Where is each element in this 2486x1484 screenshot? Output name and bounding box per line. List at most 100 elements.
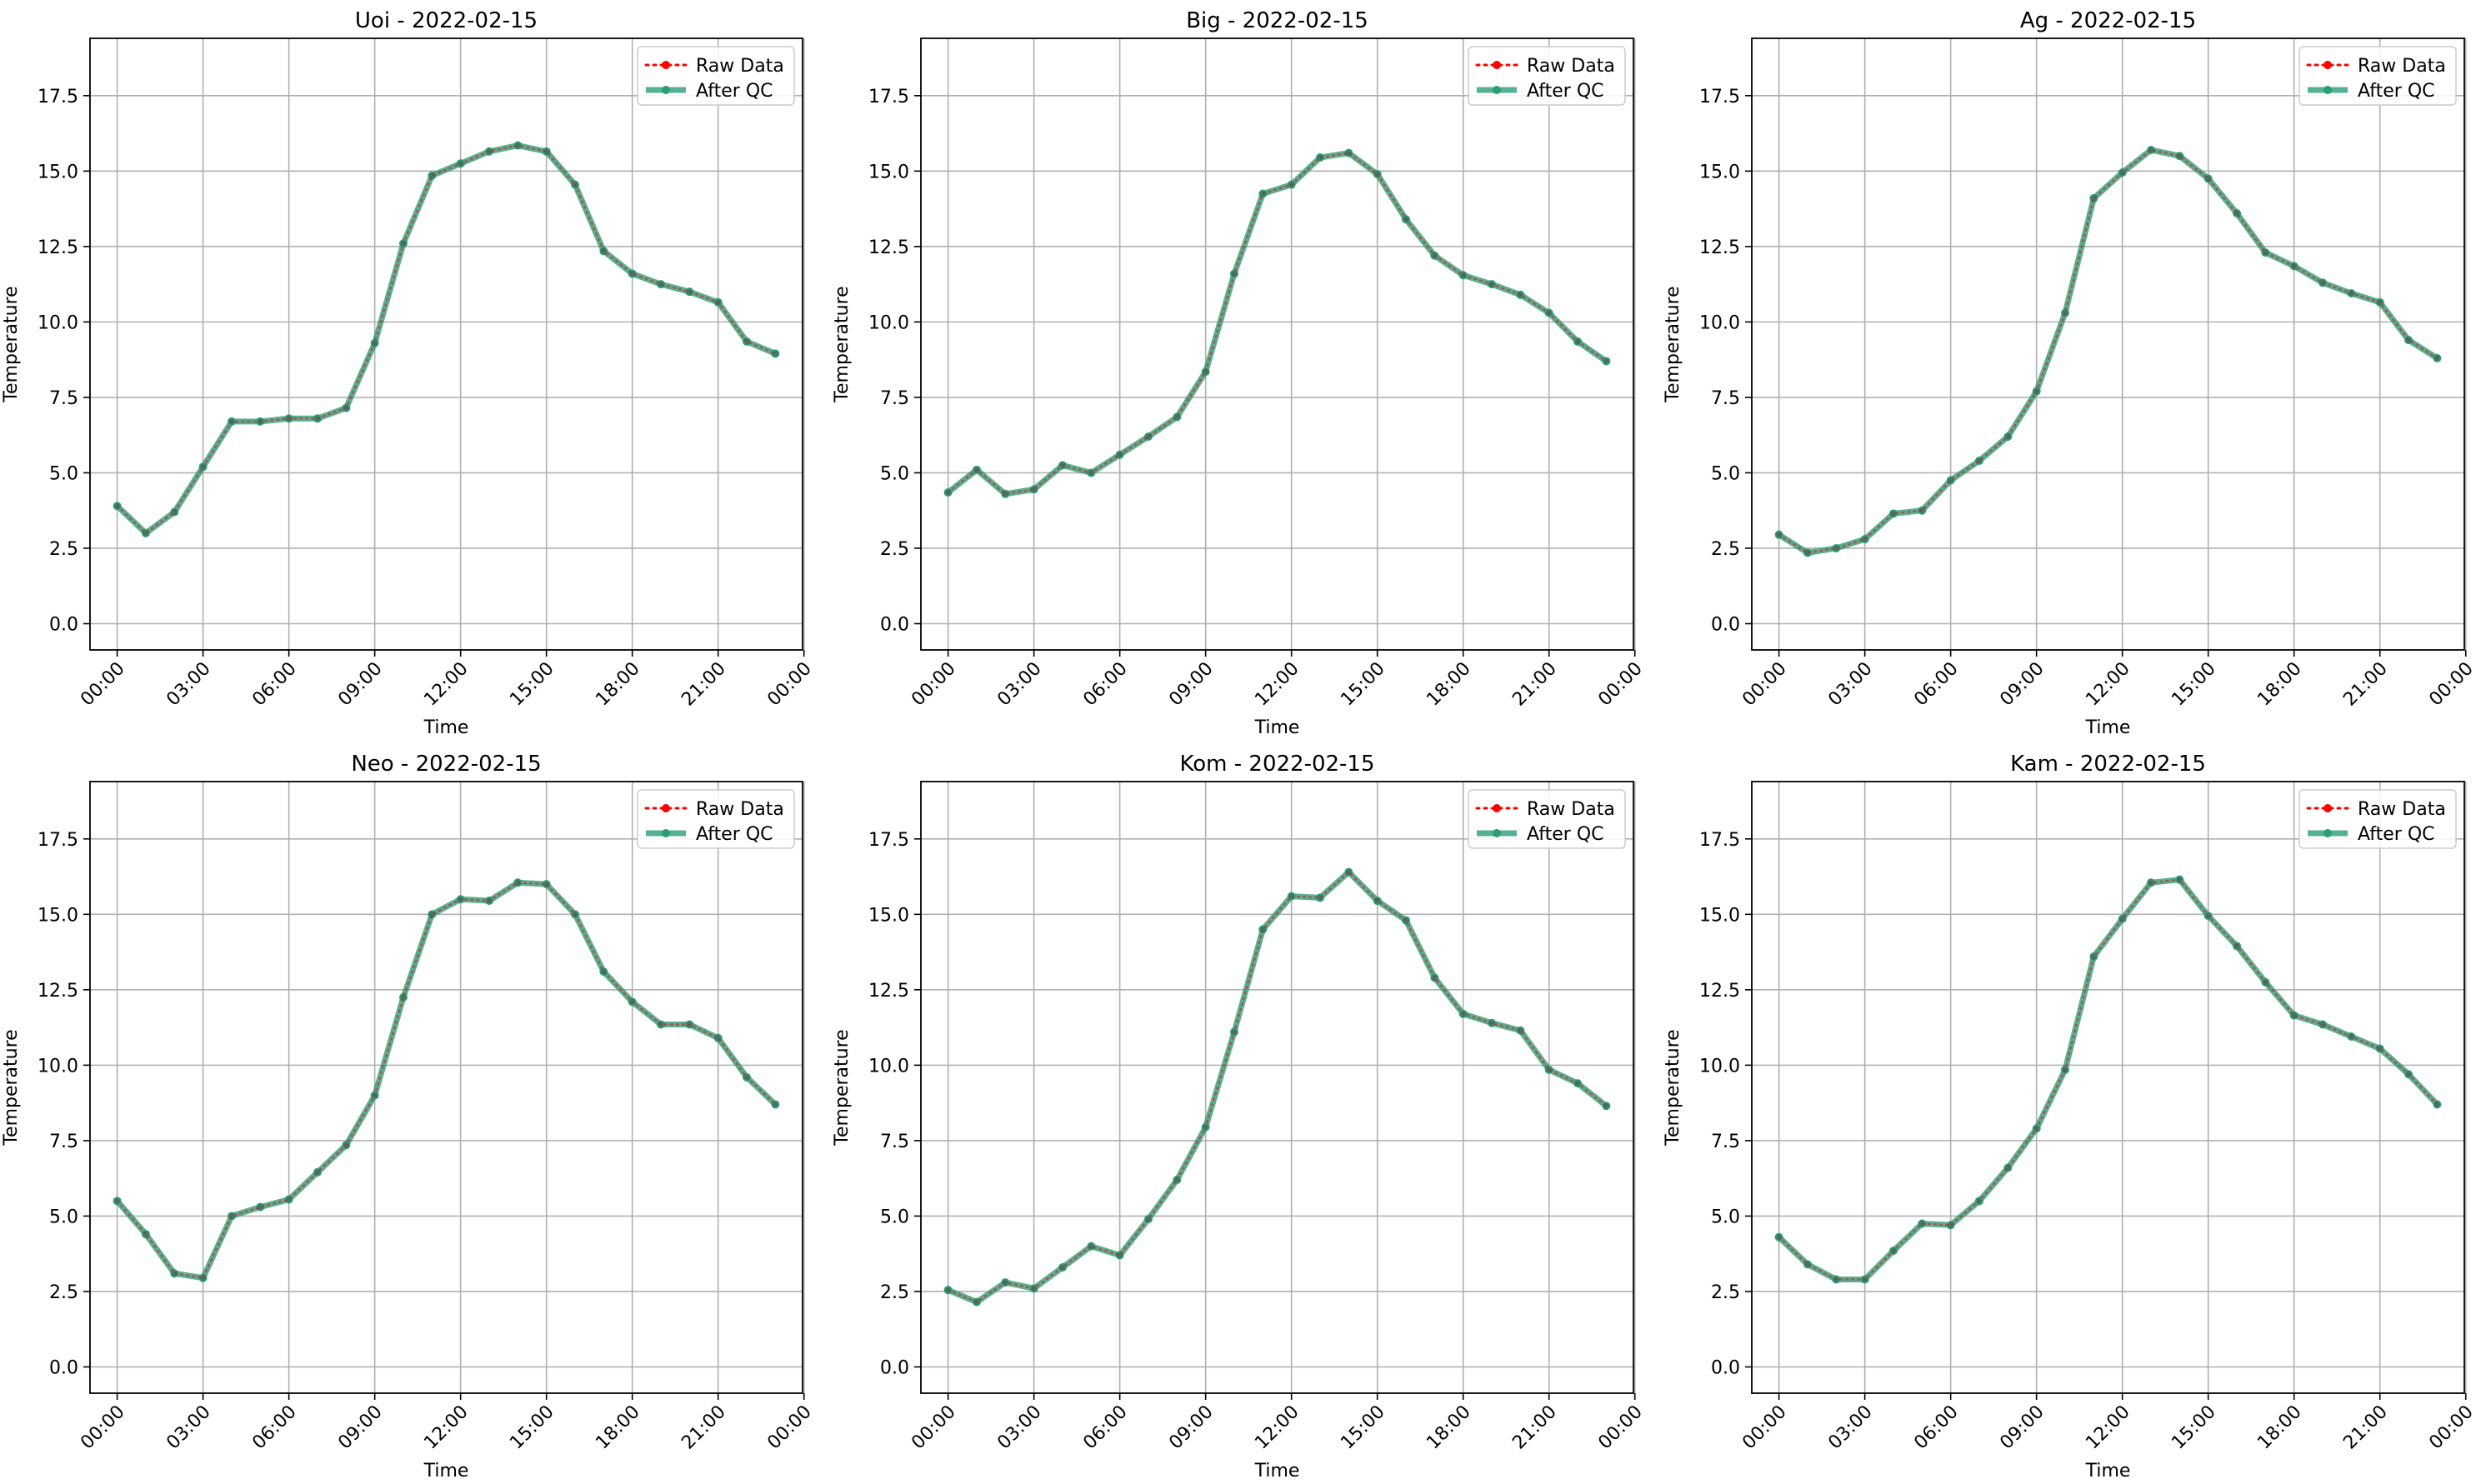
legend-raw-label: Raw Data bbox=[2358, 56, 2446, 77]
y-tick-label: 10.0 bbox=[868, 312, 909, 333]
raw-data-point bbox=[2005, 1165, 2011, 1171]
y-tick-label: 7.5 bbox=[880, 388, 909, 409]
x-tick-label: 00:00 bbox=[908, 1402, 960, 1454]
y-tick-label: 5.0 bbox=[880, 463, 909, 484]
y-axis-label: Temperature bbox=[1, 1029, 22, 1146]
raw-data-point bbox=[1488, 281, 1495, 287]
x-tick-label: 15:00 bbox=[1337, 1402, 1389, 1454]
y-tick-label: 7.5 bbox=[1711, 1132, 1740, 1152]
raw-data-point bbox=[486, 897, 493, 904]
axes-frame bbox=[1751, 37, 2465, 651]
subplot-title: Big - 2022-02-15 bbox=[1186, 8, 1368, 33]
raw-data-point bbox=[945, 1287, 951, 1293]
legend-raw-marker bbox=[1493, 61, 1501, 69]
x-tick-label: 15:00 bbox=[506, 658, 558, 711]
y-tick-label: 5.0 bbox=[1711, 463, 1740, 484]
raw-data-point bbox=[601, 248, 607, 254]
x-tick-label: 21:00 bbox=[1508, 1402, 1561, 1454]
axes-frame bbox=[89, 781, 803, 1394]
raw-data-point bbox=[372, 340, 378, 346]
raw-data-point bbox=[1031, 1286, 1037, 1292]
raw-data-point bbox=[1976, 1198, 1983, 1204]
x-tick-label: 12:00 bbox=[2082, 658, 2134, 711]
legend: Raw Data After QC bbox=[637, 789, 795, 849]
raw-data-point bbox=[2348, 1033, 2354, 1040]
x-tick-label: 03:00 bbox=[993, 658, 1046, 711]
raw-data-point bbox=[200, 463, 206, 470]
y-tick-label: 12.5 bbox=[868, 981, 909, 1002]
raw-data-point bbox=[1088, 1243, 1094, 1249]
x-tick-label: 00:00 bbox=[763, 658, 816, 711]
raw-data-point bbox=[773, 351, 778, 357]
raw-data-point bbox=[1059, 462, 1066, 468]
legend-raw-label: Raw Data bbox=[696, 799, 784, 820]
series-line-raw-data bbox=[1778, 148, 2438, 554]
raw-data-point bbox=[2205, 912, 2211, 919]
raw-data-point bbox=[343, 1142, 349, 1148]
x-tick-label: 15:00 bbox=[2168, 1402, 2220, 1454]
legend: Raw Data After QC bbox=[1468, 46, 1626, 106]
raw-data-point bbox=[228, 418, 235, 425]
raw-data-point bbox=[2119, 916, 2125, 922]
x-tick-label: 18:00 bbox=[2253, 1402, 2306, 1454]
raw-data-point bbox=[2263, 979, 2268, 986]
raw-data-point bbox=[1288, 182, 1294, 187]
series-line-raw-data bbox=[947, 152, 1608, 496]
y-axis-label: Temperature bbox=[832, 1029, 853, 1146]
x-tick-label: 12:00 bbox=[420, 1402, 473, 1454]
raw-data-point bbox=[1403, 917, 1409, 923]
x-tick-label: 12:00 bbox=[2082, 1402, 2134, 1454]
legend-qc-label: After QC bbox=[1527, 824, 1604, 845]
x-tick-label: 00:00 bbox=[77, 1402, 129, 1454]
raw-data-point bbox=[2405, 1072, 2412, 1077]
raw-data-point bbox=[343, 405, 349, 411]
series-line-after-qc bbox=[1777, 877, 2439, 1282]
raw-data-point bbox=[1432, 252, 1438, 258]
y-tick-label: 12.5 bbox=[38, 981, 78, 1002]
raw-data-point bbox=[715, 299, 721, 306]
x-tick-label: 18:00 bbox=[592, 1402, 644, 1454]
x-tick-label: 12:00 bbox=[420, 658, 473, 711]
y-tick-label: 7.5 bbox=[1711, 388, 1740, 409]
x-tick-label: 18:00 bbox=[2253, 658, 2306, 711]
raw-data-point bbox=[1003, 1279, 1008, 1286]
raw-data-point bbox=[286, 1197, 292, 1202]
raw-data-point bbox=[1776, 1234, 1782, 1240]
legend-qc-marker bbox=[662, 86, 670, 94]
x-tick-label: 21:00 bbox=[678, 1402, 730, 1454]
raw-data-point bbox=[1862, 1277, 1868, 1282]
raw-data-point bbox=[1117, 1252, 1123, 1258]
y-tick-label: 7.5 bbox=[49, 388, 78, 409]
raw-data-point bbox=[1145, 433, 1152, 440]
subplot-2: Big - 2022-02-15 00:00 03:00 06:00 09:00 12:0… bbox=[832, 8, 1647, 738]
x-tick-label: 12:00 bbox=[1251, 1402, 1303, 1454]
subplot-4: Neo - 2022-02-15 00:00 03:00 06:00 09:00 12:0… bbox=[1, 752, 816, 1482]
x-tick-label: 00:00 bbox=[77, 658, 129, 711]
raw-data-point bbox=[1346, 150, 1352, 156]
raw-data-point bbox=[2319, 1022, 2326, 1027]
raw-data-point bbox=[1403, 217, 1409, 222]
raw-data-point bbox=[1804, 1262, 1811, 1267]
raw-data-point bbox=[172, 509, 178, 515]
raw-data-point bbox=[1174, 1177, 1180, 1183]
y-tick-label: 17.5 bbox=[1699, 87, 1740, 107]
y-tick-label: 5.0 bbox=[49, 1207, 78, 1227]
raw-data-point bbox=[743, 1074, 750, 1081]
subplot-6: Kam - 2022-02-15 00:00 03:00 06:00 09:00 12:0… bbox=[1663, 752, 2478, 1482]
raw-data-point bbox=[973, 467, 980, 473]
x-tick-label: 18:00 bbox=[1423, 1402, 1475, 1454]
raw-data-point bbox=[1976, 457, 1983, 464]
legend-raw-label: Raw Data bbox=[1527, 56, 1615, 77]
raw-data-point bbox=[2205, 176, 2211, 182]
subplot-title: Neo - 2022-02-15 bbox=[351, 752, 541, 777]
series-line-raw-data bbox=[116, 144, 777, 535]
x-tick-label: 00:00 bbox=[1738, 1402, 1791, 1454]
legend-raw-marker bbox=[1493, 804, 1501, 812]
raw-data-point bbox=[1145, 1216, 1152, 1222]
x-axis-label: Time bbox=[423, 717, 469, 738]
raw-data-point bbox=[601, 968, 607, 975]
raw-data-point bbox=[1317, 895, 1323, 901]
raw-data-point bbox=[1518, 1027, 1523, 1033]
y-tick-label: 2.5 bbox=[880, 1282, 909, 1303]
raw-data-point bbox=[543, 881, 549, 887]
